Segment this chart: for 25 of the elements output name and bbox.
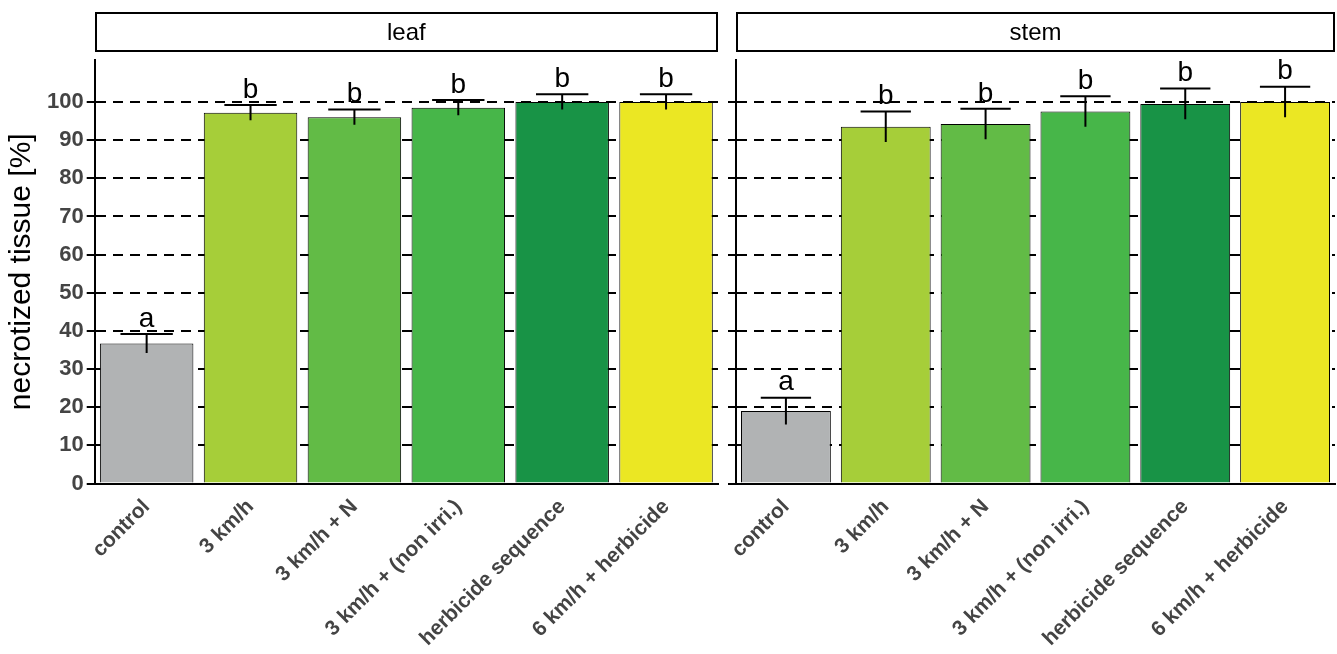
annotation: b	[977, 76, 994, 108]
y-tick-label: 70	[59, 202, 84, 228]
y-tick-label: 40	[59, 316, 84, 342]
annotation: b	[554, 62, 570, 94]
y-tick-label: 10	[59, 431, 84, 457]
y-tick-label: 60	[59, 240, 84, 266]
annotation: b	[1177, 56, 1194, 88]
chart-title: stem	[736, 12, 1335, 52]
y-tick-label: 100	[46, 88, 84, 114]
annotation: b	[1077, 63, 1094, 95]
annotation: b	[346, 77, 363, 109]
annotation: a	[138, 301, 155, 333]
y-tick-label: 20	[59, 393, 84, 419]
annotation: b	[242, 72, 259, 104]
y-tick-label: 0	[71, 469, 84, 495]
y-tick-label: 50	[59, 278, 84, 304]
annotation: a	[778, 365, 795, 397]
y-axis-title: necrotized tissue [%]	[3, 133, 37, 411]
annotation: b	[450, 67, 467, 99]
y-tick-label: 90	[59, 126, 84, 152]
y-tick-label: 30	[59, 355, 84, 381]
annotation: b	[658, 62, 674, 94]
y-tick-label: 80	[59, 164, 84, 190]
annotation: b	[1277, 54, 1293, 86]
chart-title: leaf	[94, 12, 718, 52]
